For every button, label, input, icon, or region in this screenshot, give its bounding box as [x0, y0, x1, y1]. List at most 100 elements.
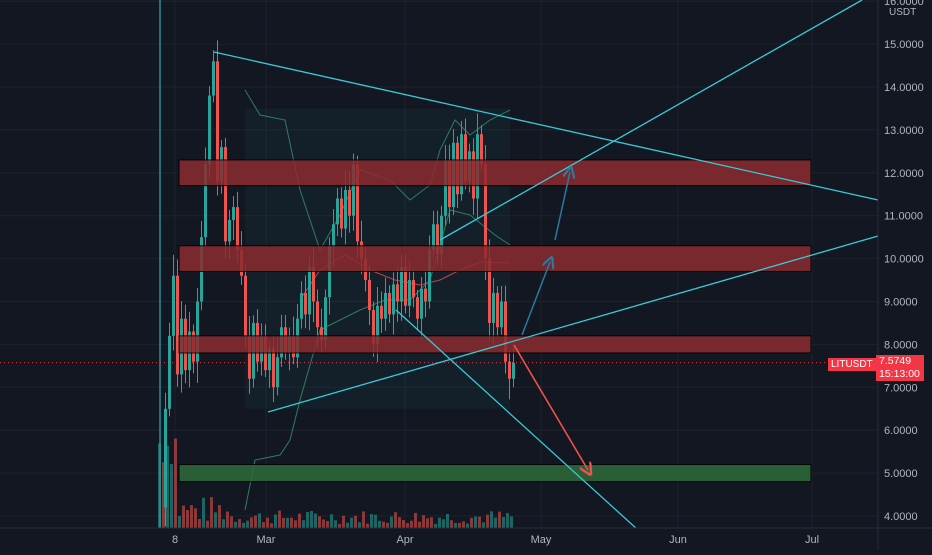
- volume-bars: [158, 438, 513, 528]
- price-tick-label: 15.0000: [884, 39, 924, 51]
- volume-bar: [414, 512, 417, 528]
- candle-body: [340, 198, 343, 229]
- candle-body: [300, 292, 303, 319]
- price-tick-label: 11.0000: [884, 211, 923, 223]
- candle-body: [248, 335, 251, 379]
- candle-body: [440, 215, 443, 255]
- price-tick-label: 10.0000: [884, 254, 924, 266]
- volume-bar: [498, 511, 501, 528]
- candle-body: [480, 134, 483, 165]
- volume-bar: [306, 511, 309, 528]
- volume-bar: [266, 517, 269, 528]
- candle-body: [232, 207, 235, 220]
- candle-body: [504, 301, 507, 362]
- volume-bar: [358, 522, 361, 528]
- time-axis-bg: [0, 528, 932, 550]
- volume-bar: [466, 523, 469, 528]
- candle-body: [396, 284, 399, 302]
- candle-body: [392, 284, 395, 315]
- volume-bar: [386, 522, 389, 528]
- candle-body: [424, 288, 427, 302]
- candle-body: [176, 275, 179, 375]
- volume-bar: [318, 516, 321, 528]
- volume-bar: [350, 517, 353, 528]
- volume-bar: [482, 522, 485, 528]
- price-zones: [178, 159, 812, 483]
- volume-bar: [222, 519, 225, 528]
- candle-body: [512, 362, 515, 379]
- volume-bar: [426, 518, 429, 528]
- volume-bar: [182, 505, 185, 528]
- candle-body: [372, 310, 375, 345]
- price-tick-label: 9.0000: [884, 297, 918, 309]
- candle-body: [376, 305, 379, 345]
- trendlines: [213, 0, 879, 551]
- candle-body: [368, 280, 371, 311]
- volume-bar: [490, 511, 493, 528]
- candle-body: [420, 288, 423, 319]
- arrow-up-2: [554, 172, 570, 241]
- volume-bar: [298, 513, 301, 528]
- volume-bar: [186, 510, 189, 528]
- volume-bar: [210, 497, 213, 528]
- price-tick-label: 14.0000: [884, 82, 924, 94]
- candle-body: [336, 198, 339, 225]
- candle-body: [384, 292, 387, 319]
- candle-body: [228, 219, 231, 242]
- price-tick-label: 6.0000: [884, 425, 918, 437]
- volume-bar: [322, 519, 325, 528]
- volume-bar: [290, 517, 293, 528]
- volume-bar: [274, 514, 277, 528]
- candle-body: [500, 301, 503, 328]
- candle-body: [488, 258, 491, 323]
- candle-body: [484, 164, 487, 259]
- volume-bar: [378, 520, 381, 528]
- trendline: [213, 51, 879, 201]
- last-price-badge: LITUSDT 7.5749 15:13:00: [828, 355, 924, 383]
- candle-body: [356, 164, 359, 242]
- candle-body: [352, 164, 355, 216]
- price-tick-label: 8.0000: [884, 339, 918, 351]
- candle-body: [408, 280, 411, 306]
- candle-body: [508, 361, 511, 379]
- volume-bar: [354, 515, 357, 528]
- candle-body: [388, 292, 391, 315]
- volume-bar: [382, 521, 385, 528]
- volume-bar: [230, 516, 233, 528]
- volume-bar: [390, 516, 393, 528]
- volume-bar: [394, 512, 397, 528]
- candle-body: [444, 159, 447, 216]
- price-tick-label: 7.0000: [884, 382, 918, 394]
- candle-body: [312, 267, 315, 302]
- last-price: 7.5749: [879, 355, 912, 367]
- volume-bar: [398, 517, 401, 528]
- volume-bar: [206, 520, 209, 528]
- volume-bar: [438, 517, 441, 528]
- price-tick-label: 13.0000: [884, 125, 924, 137]
- candle-body: [496, 292, 499, 328]
- volume-bar: [410, 520, 413, 528]
- volume-bar: [330, 514, 333, 528]
- volume-bar: [402, 520, 405, 528]
- volume-bar: [366, 523, 369, 528]
- candle-body: [204, 164, 207, 238]
- candle-body: [492, 292, 495, 323]
- price-tick-label: 12.0000: [884, 168, 924, 180]
- candle-body: [348, 189, 351, 216]
- volume-bar: [458, 522, 461, 528]
- volume-bar: [454, 522, 457, 528]
- candle-body: [236, 207, 239, 251]
- volume-bar: [158, 443, 161, 528]
- volume-bar: [258, 513, 261, 528]
- volume-bar: [218, 505, 221, 528]
- volume-bar: [346, 522, 349, 528]
- trendline: [439, 0, 863, 241]
- time-tick-label: Jul: [805, 534, 819, 546]
- resistance-zone: [178, 335, 812, 354]
- time-tick-label: Mar: [257, 534, 276, 546]
- candle-body: [272, 348, 275, 388]
- candle-body: [304, 292, 307, 315]
